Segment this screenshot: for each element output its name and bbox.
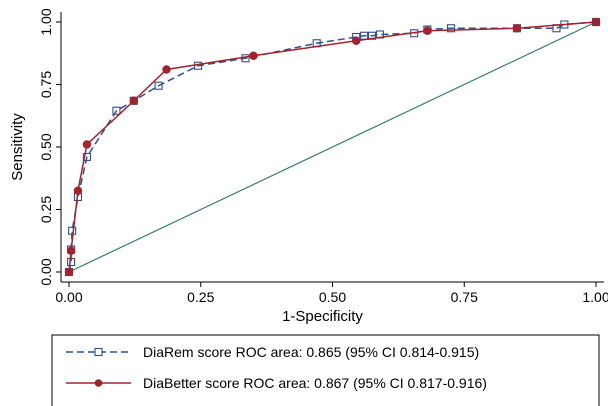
diarem-point [82, 152, 91, 162]
legend-diarem-marker [94, 347, 103, 357]
reference-line [68, 21, 597, 273]
legend-box [51, 334, 600, 406]
y-tick-label: 0.00 [38, 258, 54, 285]
diarem-point [67, 257, 76, 267]
diarem-line [68, 21, 597, 273]
diabetter-point [66, 246, 76, 255]
legend-diabetter-marker [94, 379, 103, 387]
diabetter-point [64, 267, 74, 277]
diabetter-point [249, 51, 258, 60]
legend: DiaRem score ROC area: 0.865 (95% CI 0.8… [51, 334, 600, 406]
y-tick-label: 0.75 [38, 71, 54, 98]
axes: 0.00 0.25 0.50 0.75 1.00 0.00 0.25 0.50 0.75 1.00… [9, 8, 608, 325]
x-tick-label: 0.75 [451, 289, 478, 305]
legend-diarem-label: DiaRem score ROC area: 0.865 (95% CI 0.8… [143, 344, 479, 360]
x-tick-label: 0.50 [319, 289, 346, 305]
diabetter-point [352, 36, 361, 45]
x-tick-label: 0.25 [187, 289, 214, 305]
diarem-point [68, 226, 77, 235]
x-tick-label: 1.00 [582, 289, 608, 305]
diarem-point [154, 81, 163, 90]
x-tick-label: 0.00 [55, 289, 82, 305]
y-tick-label: 0.25 [38, 196, 54, 223]
diabetter-point [129, 96, 139, 105]
plot-area [64, 17, 601, 277]
diabetter-point [512, 24, 522, 33]
diabetter-point [73, 186, 83, 195]
y-axis-label: Sensitivity [9, 113, 26, 181]
y-tick-label: 0.50 [38, 133, 54, 160]
diarem-point [447, 24, 456, 33]
diabetter-point [591, 17, 601, 27]
diabetter-point [423, 26, 432, 35]
diabetter-point [162, 65, 171, 74]
legend-diabetter-label: DiaBetter score ROC area: 0.867 (95% CI … [143, 375, 487, 391]
y-tick-label: 1.00 [38, 8, 54, 35]
x-axis-label: 1-Specificity [282, 308, 363, 325]
diabetter-point [82, 140, 92, 149]
diarem-point [112, 106, 121, 115]
